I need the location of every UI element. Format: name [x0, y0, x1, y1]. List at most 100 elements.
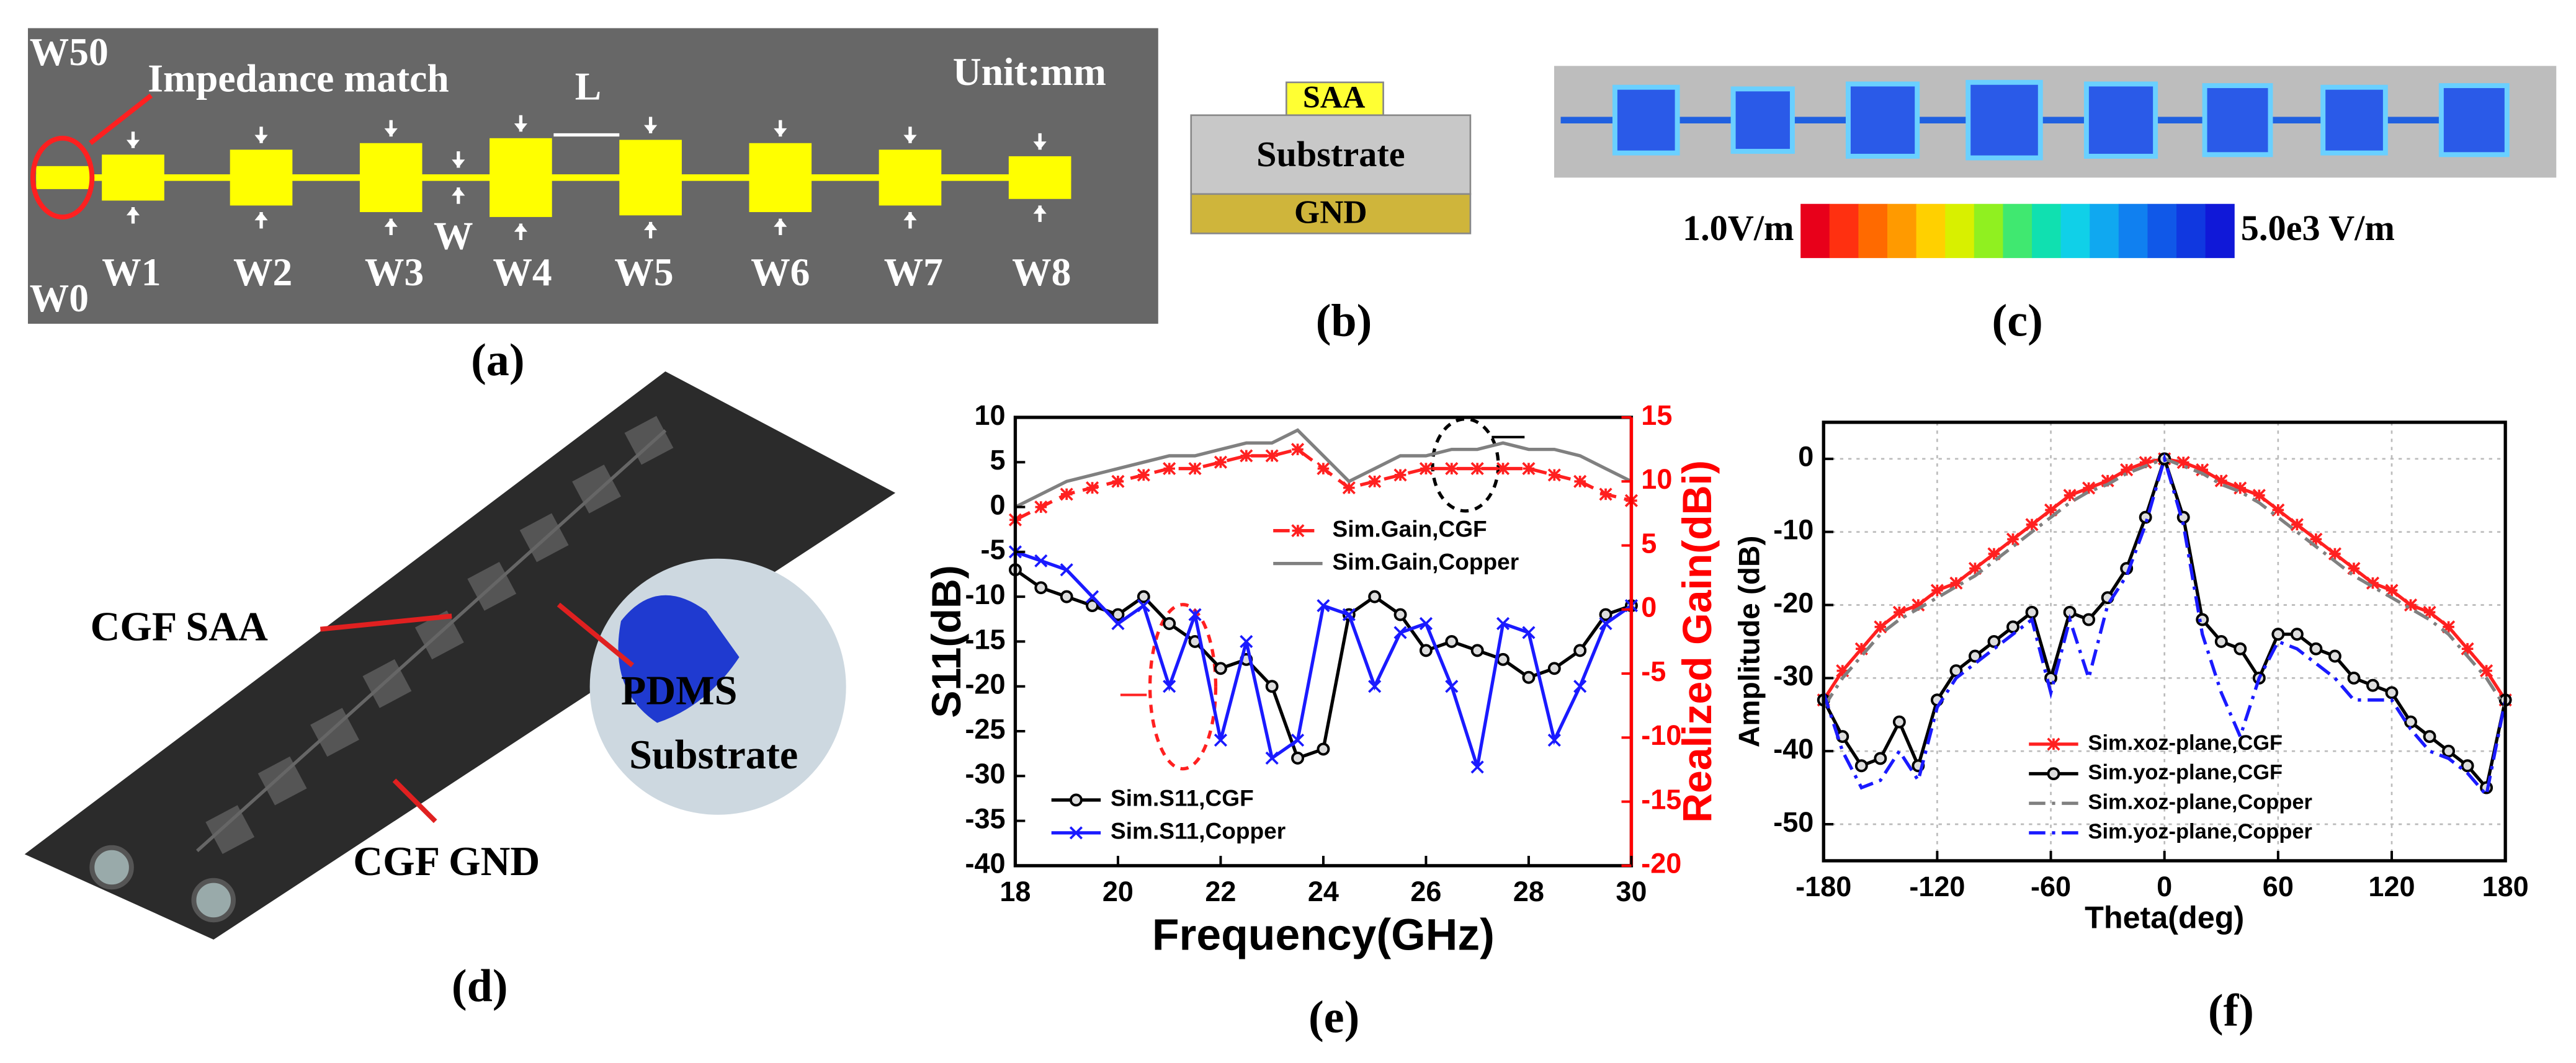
- width-labels: W1 W2 W3 W4 W5 W6 W7 W8: [102, 250, 1071, 294]
- marker: [1368, 590, 1382, 603]
- marker: [1393, 468, 1407, 482]
- marker: [1060, 563, 1073, 577]
- marker: [2252, 489, 2266, 502]
- marker: [1240, 449, 1253, 463]
- w0-label: W0: [30, 276, 89, 320]
- marker: [1547, 733, 1561, 747]
- gain-ellipse: [1431, 417, 1500, 513]
- y2-tick-label: -20: [1641, 848, 1681, 879]
- marker: [1854, 642, 1868, 656]
- marker: [1522, 626, 1536, 639]
- y-tick-label: -50: [1773, 806, 1813, 838]
- marker: [2082, 613, 2096, 626]
- photo-patches: [195, 416, 674, 854]
- patch: [879, 149, 942, 206]
- marker: [2423, 605, 2436, 619]
- legend-label: Sim.Gain,Copper: [1332, 548, 1519, 574]
- dim-arrow-head: [644, 125, 658, 133]
- field-patch: [2202, 83, 2273, 158]
- marker: [1163, 680, 1176, 693]
- marker: [1060, 487, 1073, 501]
- y-tick-label: 0: [1798, 441, 1813, 473]
- marker: [2290, 628, 2304, 641]
- y-tick-label: -40: [965, 848, 1006, 879]
- marker: [1188, 462, 1202, 476]
- color-step: [1945, 203, 1975, 259]
- marker: [2480, 664, 2493, 678]
- field-plot: [1560, 79, 2510, 161]
- marker: [2309, 642, 2323, 656]
- field-patch: [1845, 81, 1920, 159]
- x-tick-label: 30: [1616, 876, 1647, 907]
- marker: [1290, 733, 1305, 747]
- marker: [2006, 620, 2019, 634]
- marker: [1111, 608, 1125, 621]
- series-line: [1014, 568, 1632, 760]
- color-step: [2031, 203, 2062, 259]
- legend-label: Sim.xoz-plane,CGF: [2088, 731, 2283, 755]
- marker: [2006, 532, 2020, 546]
- marker: [1522, 462, 1536, 476]
- panel-label: (c): [1992, 296, 2043, 347]
- marker: [1163, 617, 1176, 630]
- width-label: W1: [102, 250, 161, 294]
- marker: [2120, 463, 2134, 477]
- panel-label: (d): [452, 961, 508, 1012]
- marker: [1137, 468, 1150, 482]
- dim-arrow-head: [452, 187, 465, 196]
- dim-arrow-head: [514, 223, 527, 232]
- marker: [2404, 715, 2417, 729]
- y-tick-label: 5: [990, 444, 1006, 476]
- colorbar-max: 5.0e3 V/m: [2241, 208, 2395, 248]
- patch: [359, 143, 423, 212]
- legend-label: Sim.xoz-plane,Copper: [2088, 790, 2312, 814]
- y-tick-label: -30: [1773, 660, 1813, 692]
- unit-label: Unit:mm: [953, 50, 1106, 94]
- marker: [1496, 462, 1510, 476]
- width-label: W2: [233, 250, 292, 294]
- marker: [1930, 584, 1944, 597]
- marker: [1317, 599, 1330, 613]
- x-tick-label: 18: [1000, 876, 1031, 907]
- colorbar-min: 1.0V/m: [1683, 208, 1794, 248]
- y-tick-label: -40: [1773, 733, 1813, 765]
- feed: [36, 166, 92, 189]
- field-patch: [1612, 84, 1680, 156]
- gnd-layer: [1190, 193, 1472, 234]
- series-line: [1014, 550, 1632, 768]
- marker: [2271, 628, 2285, 641]
- marker: [2234, 642, 2247, 656]
- color-step: [1887, 203, 1917, 259]
- marker: [1317, 742, 1330, 756]
- dim-arrow-head: [774, 218, 787, 227]
- marker: [1034, 554, 1048, 567]
- marker: [2461, 759, 2474, 773]
- color-step: [2060, 203, 2090, 259]
- marker: [1892, 715, 1906, 729]
- glove: [618, 595, 740, 723]
- dim-arrow-head: [254, 135, 268, 143]
- marker: [2063, 489, 2077, 502]
- marker: [1419, 462, 1433, 476]
- marker: [2366, 576, 2380, 590]
- marker: [2025, 605, 2039, 619]
- marker: [2441, 620, 2456, 634]
- marker: [1573, 474, 1587, 488]
- y2-axis-label: Realized Gain(dBi): [1675, 460, 1720, 823]
- photo-line: [195, 429, 667, 852]
- marker: [1968, 562, 1982, 576]
- match-circle: [30, 135, 95, 220]
- y-tick-label: -10: [965, 579, 1006, 610]
- dim-arrow-head: [254, 211, 268, 221]
- marker: [2176, 456, 2190, 469]
- marker: [2404, 598, 2418, 612]
- connector: [191, 878, 236, 923]
- saa-label: SAA: [1303, 79, 1366, 114]
- match-pointer: [89, 93, 153, 145]
- marker: [1342, 481, 1356, 495]
- marker: [2461, 642, 2474, 656]
- series-line: [1014, 447, 1632, 522]
- y-tick-label: 10: [974, 399, 1005, 431]
- x-tick-label: -60: [2031, 871, 2071, 902]
